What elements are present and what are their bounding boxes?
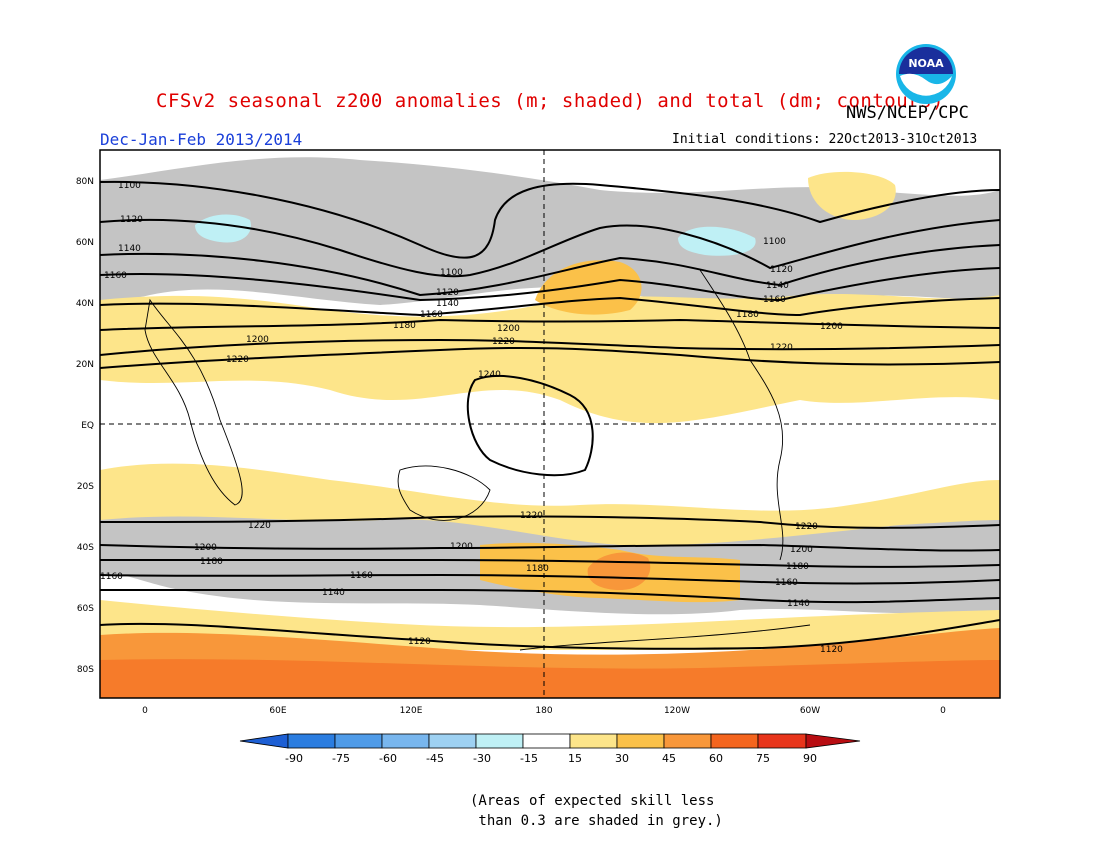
lat-tick: 80N: [76, 177, 94, 187]
skill-footnote: (Areas of expected skill less than 0.3 a…: [470, 793, 723, 829]
lat-tick: 20S: [77, 482, 94, 492]
map-frame: [99, 149, 1001, 699]
noaa-logo: NOAA: [896, 44, 956, 104]
contour-label: 1200: [450, 542, 473, 552]
colorbar-bin: [616, 733, 665, 749]
colorbar-bin: [710, 733, 759, 749]
reference-lines: [100, 150, 1000, 698]
contour-label: 1120: [770, 265, 793, 275]
contour-label: 1160: [350, 571, 373, 581]
lon-tick: 60E: [269, 706, 286, 716]
contour-label: 1160: [775, 578, 798, 588]
contour-label: 1220: [520, 511, 543, 521]
contour-label: 1160: [100, 572, 123, 582]
height-contours: [100, 180, 1000, 650]
colorbar-bin: [428, 733, 477, 749]
contour-label: 1220: [770, 343, 793, 353]
contour-label: 1180: [736, 310, 759, 320]
lon-tick: 120E: [400, 706, 423, 716]
colorbar-label: -15: [520, 752, 538, 765]
contour-label: 1220: [795, 522, 818, 532]
contour-label: 1140: [322, 588, 345, 598]
initial-conditions: Initial conditions: 22Oct2013-31Oct2013: [672, 132, 978, 147]
contour-label: 1100: [763, 237, 786, 247]
colorbar-label: -75: [332, 752, 350, 765]
contour-label: 1180: [526, 564, 549, 574]
contour-label: 1120: [436, 288, 459, 298]
colorbar-bin: [569, 733, 618, 749]
lat-tick: 80S: [77, 665, 94, 675]
contour-label: 1120: [120, 215, 143, 225]
colorbar-label: 60: [709, 752, 723, 765]
contour-label: 1180: [200, 557, 223, 567]
colorbar-bin: [381, 733, 430, 749]
longitude-axis: 0 60E 120E 180 120W 60W 0: [142, 706, 946, 716]
contour-label: 1160: [104, 271, 127, 281]
colorbar-bin: [287, 733, 336, 749]
colorbar-label: 75: [756, 752, 770, 765]
forecast-period: Dec-Jan-Feb 2013/2014: [100, 130, 303, 149]
colorbar-bin: [334, 733, 383, 749]
lon-tick: 60W: [800, 706, 820, 716]
contour-label: 1140: [436, 299, 459, 309]
colorbar-label: -30: [473, 752, 491, 765]
contour-label: 1240: [478, 370, 501, 380]
colorbar-label: -60: [379, 752, 397, 765]
lat-tick: 60S: [77, 604, 94, 614]
contour-label: 1200: [790, 545, 813, 555]
contour-label: 1220: [492, 337, 515, 347]
contour-label: 1200: [497, 324, 520, 334]
contour-label: 1140: [787, 599, 810, 609]
contour-label: 1180: [393, 321, 416, 331]
colorbar-arrow-low: [239, 733, 289, 749]
colorbar-label: 30: [615, 752, 629, 765]
agency-label: NWS/NCEP/CPC: [846, 103, 969, 123]
colorbar: [239, 733, 861, 749]
anomaly-shading: [100, 157, 1000, 698]
contour-labels: 1100 1120 1140 1160 1100 1120 1140 1160 …: [100, 181, 843, 655]
contour-label: 1220: [248, 521, 271, 531]
lat-tick: 20N: [76, 360, 94, 370]
lat-tick: 40N: [76, 299, 94, 309]
lon-tick: 0: [940, 706, 946, 716]
colorbar-bin: [757, 733, 807, 749]
colorbar-label: -45: [426, 752, 444, 765]
colorbar-label: -90: [285, 752, 303, 765]
contour-label: 1200: [820, 322, 843, 332]
latitude-axis: 80N 60N 40N 20N EQ 20S 40S 60S 80S: [76, 177, 94, 675]
lon-tick: 180: [535, 706, 552, 716]
contour-label: 1140: [118, 244, 141, 254]
contour-label: 1160: [420, 310, 443, 320]
contour-label: 1160: [763, 295, 786, 305]
colorbar-bin: [663, 733, 712, 749]
contour-label: 1120: [408, 637, 431, 647]
colorbar-labels: -90 -75 -60 -45 -30 -15 15 30 45 60 75 9…: [285, 752, 817, 765]
lon-tick: 120W: [664, 706, 690, 716]
colorbar-label: 15: [568, 752, 582, 765]
lon-tick: 0: [142, 706, 148, 716]
lat-tick: 40S: [77, 543, 94, 553]
contour-label: 1200: [194, 543, 217, 553]
contour-label: 1180: [786, 562, 809, 572]
contour-label: 1100: [118, 181, 141, 191]
chart-title: CFSv2 seasonal z200 anomalies (m; shaded…: [156, 90, 944, 112]
contour-label: 1220: [226, 355, 249, 365]
colorbar-arrow-high: [805, 733, 861, 749]
colorbar-label: 45: [662, 752, 676, 765]
noaa-logo-text: NOAA: [908, 57, 944, 70]
colorbar-bin: [522, 733, 571, 749]
contour-label: 1120: [820, 645, 843, 655]
contour-label: 1140: [766, 281, 789, 291]
contour-label: 1200: [246, 335, 269, 345]
lat-tick: EQ: [81, 421, 94, 431]
contour-label: 1100: [440, 268, 463, 278]
colorbar-bin: [475, 733, 524, 749]
lat-tick: 60N: [76, 238, 94, 248]
colorbar-label: 90: [803, 752, 817, 765]
